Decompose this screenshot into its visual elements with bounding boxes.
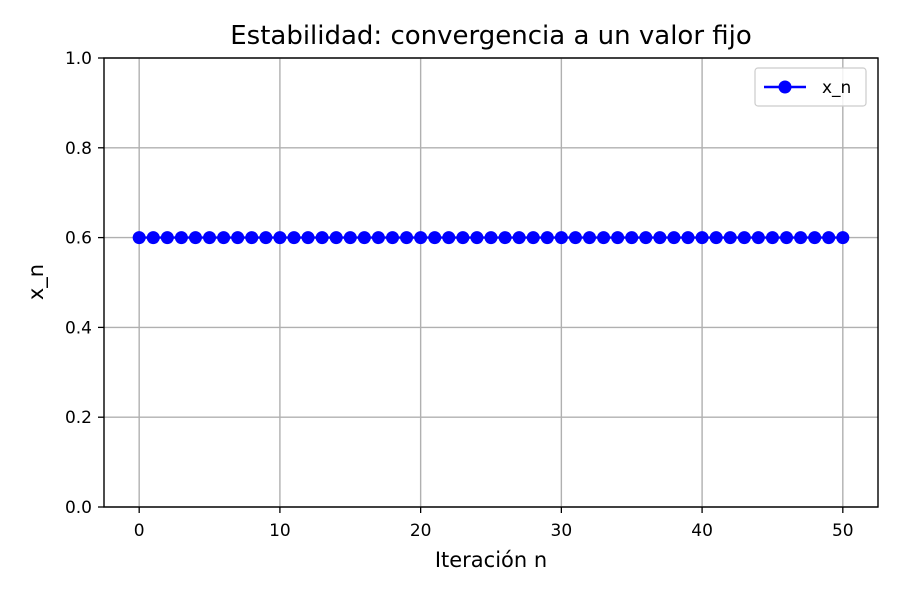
data-point xyxy=(583,231,597,245)
data-point xyxy=(836,231,850,245)
data-point xyxy=(287,231,301,245)
y-tick-label: 0.0 xyxy=(65,498,92,518)
chart-title: Estabilidad: convergencia a un valor fij… xyxy=(230,21,752,51)
data-point xyxy=(540,231,554,245)
data-point xyxy=(259,231,273,245)
data-point xyxy=(231,231,245,245)
x-tick-label: 0 xyxy=(134,521,145,541)
series-layer xyxy=(132,231,850,245)
data-point xyxy=(597,231,611,245)
data-point xyxy=(146,231,160,245)
data-point xyxy=(273,231,287,245)
data-point xyxy=(442,231,456,245)
data-point xyxy=(498,231,512,245)
data-point xyxy=(414,231,428,245)
data-point xyxy=(456,231,470,245)
plot-frame xyxy=(103,57,879,508)
x-tick-label: 40 xyxy=(691,521,713,541)
data-point xyxy=(568,231,582,245)
y-axis-label: x_n xyxy=(24,264,49,300)
data-point xyxy=(653,231,667,245)
data-point xyxy=(625,231,639,245)
data-point xyxy=(639,231,653,245)
tick-layer: 0 10 20 30 40 50 0.0 0.2 0.4 0.6 0.8 1.0 xyxy=(65,49,854,541)
data-point xyxy=(765,231,779,245)
data-point xyxy=(203,231,217,245)
y-tick-label: 0.2 xyxy=(65,408,92,428)
y-tick-label: 0.4 xyxy=(65,318,92,338)
x-tick-label: 50 xyxy=(832,521,854,541)
x-tick-label: 10 xyxy=(269,521,291,541)
data-point xyxy=(329,231,343,245)
data-point xyxy=(174,231,188,245)
data-point xyxy=(512,231,526,245)
data-point xyxy=(554,231,568,245)
data-point xyxy=(794,231,808,245)
y-tick-label: 1.0 xyxy=(65,49,92,69)
data-point xyxy=(709,231,723,245)
data-point xyxy=(357,231,371,245)
data-point xyxy=(484,231,498,245)
data-point xyxy=(371,231,385,245)
data-point xyxy=(217,231,231,245)
data-point xyxy=(667,231,681,245)
x-tick-label: 30 xyxy=(551,521,573,541)
legend-label: x_n xyxy=(822,78,851,98)
data-point xyxy=(245,231,259,245)
data-point xyxy=(301,231,315,245)
y-tick-label: 0.8 xyxy=(65,139,92,159)
data-point xyxy=(160,231,174,245)
data-point xyxy=(611,231,625,245)
x-axis-label: Iteración n xyxy=(435,548,547,572)
data-point xyxy=(751,231,765,245)
legend: x_n xyxy=(754,67,867,107)
data-point xyxy=(385,231,399,245)
data-point xyxy=(695,231,709,245)
data-point xyxy=(132,231,146,245)
data-point xyxy=(780,231,794,245)
data-point xyxy=(428,231,442,245)
data-point xyxy=(737,231,751,245)
data-point xyxy=(723,231,737,245)
x-tick-label: 20 xyxy=(410,521,432,541)
data-point xyxy=(188,231,202,245)
grid-layer xyxy=(104,57,878,508)
data-point xyxy=(681,231,695,245)
data-point xyxy=(808,231,822,245)
legend-box xyxy=(754,67,867,107)
data-point xyxy=(822,231,836,245)
data-point xyxy=(343,231,357,245)
data-point xyxy=(526,231,540,245)
data-point xyxy=(315,231,329,245)
legend-marker xyxy=(778,80,792,94)
data-point xyxy=(470,231,484,245)
data-point xyxy=(400,231,414,245)
y-tick-label: 0.6 xyxy=(65,229,92,249)
